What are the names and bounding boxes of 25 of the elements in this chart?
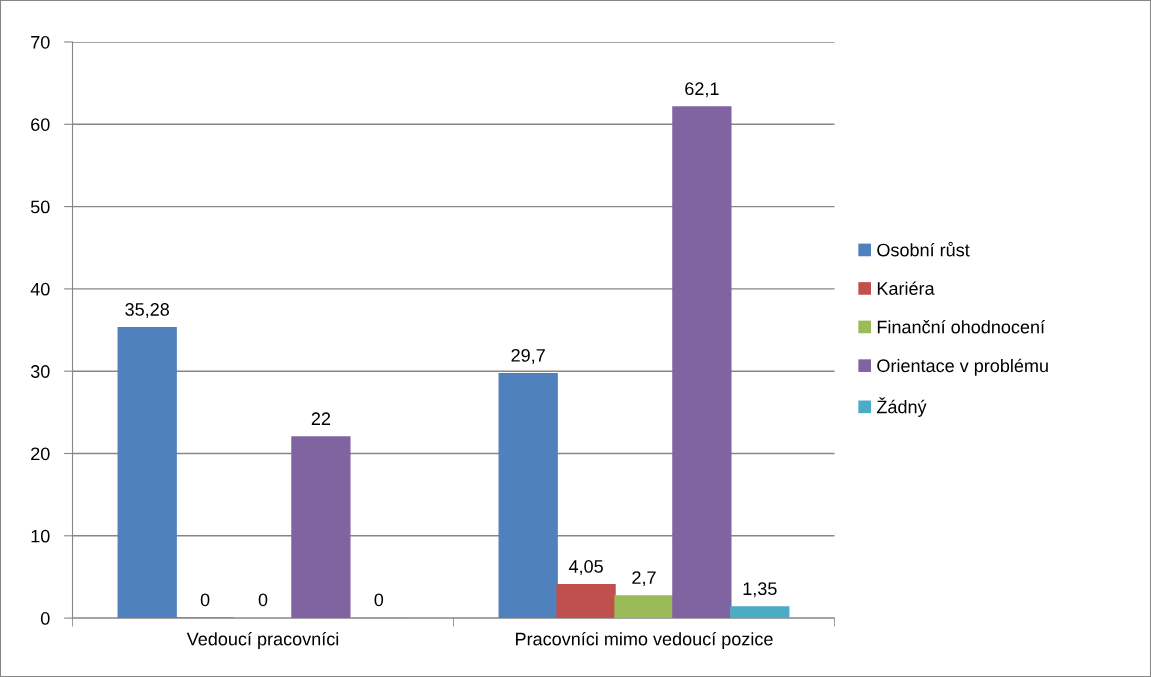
y-tick-label: 40 bbox=[30, 282, 50, 296]
data-label: 0 bbox=[258, 593, 268, 607]
y-tick-label: 0 bbox=[40, 612, 50, 625]
data-label: 0 bbox=[200, 593, 210, 607]
data-label: 29,7 bbox=[511, 348, 545, 364]
y-tick-label: 30 bbox=[30, 365, 50, 378]
legend-label: Finanční ohodnocení bbox=[877, 319, 1045, 334]
data-label: 2,7 bbox=[632, 571, 656, 587]
legend-label: Osobní růst bbox=[877, 241, 970, 257]
data-label: 4,05 bbox=[568, 560, 603, 575]
y-tick-label: 60 bbox=[31, 118, 50, 131]
data-label: 1,35 bbox=[743, 582, 777, 598]
data-label: 35,28 bbox=[125, 303, 169, 318]
legend-label: Orientace v problému bbox=[877, 358, 1048, 376]
legend-label: Kariéra bbox=[877, 281, 935, 295]
y-tick-label: 10 bbox=[31, 529, 50, 543]
x-tick-label: Pracovníci mimo vedoucí pozice bbox=[516, 631, 773, 650]
data-label: 22 bbox=[311, 412, 331, 425]
data-label: 0 bbox=[374, 593, 384, 607]
legend-label: Žádný bbox=[876, 397, 927, 417]
x-tick-label: Vedoucí pracovníci bbox=[186, 631, 339, 650]
y-tick-label: 50 bbox=[30, 200, 50, 214]
y-tick-label: 70 bbox=[31, 35, 50, 49]
data-label: 62,1 bbox=[685, 82, 719, 98]
y-tick-label: 20 bbox=[31, 447, 50, 461]
